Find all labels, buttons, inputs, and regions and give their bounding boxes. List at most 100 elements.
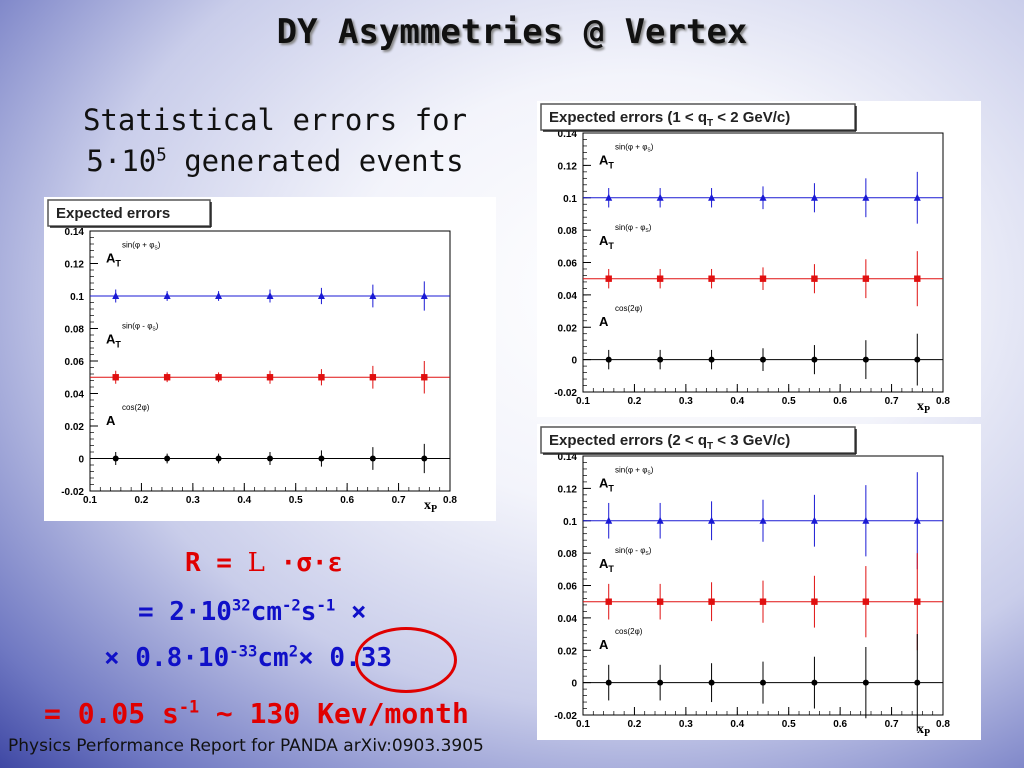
label-main: A bbox=[106, 332, 116, 347]
chart-title-box bbox=[540, 426, 856, 454]
y-tick-label: 0.02 bbox=[558, 646, 578, 657]
formula-part: s bbox=[300, 597, 317, 627]
formula-luminosity-symbol: L bbox=[247, 548, 265, 578]
data-point-square bbox=[811, 598, 818, 605]
series-label-superscript: sin(φ - φS) bbox=[615, 546, 652, 557]
chart-title-end: < 3 GeV/c) bbox=[713, 432, 790, 449]
y-tick-label: 0.14 bbox=[65, 227, 85, 238]
chart-expected-errors-qt-1-2: -0.02 0 0.02 0.04 0.06 0.08 0.1 0.12 0.14 0.1 0.2 0… bbox=[540, 103, 950, 416]
series-label: A bbox=[599, 637, 609, 652]
label-sup-text: sin(φ + φ bbox=[122, 240, 154, 249]
y-tick-label: 0.04 bbox=[65, 390, 85, 401]
y-tick-label: -0.02 bbox=[554, 711, 577, 722]
x-tick-label: 0.7 bbox=[885, 396, 899, 407]
label-sup-sub: S bbox=[647, 147, 651, 153]
x-axis-label-main: x bbox=[917, 399, 924, 414]
series-label: AT bbox=[599, 152, 614, 170]
series-label: AT bbox=[106, 332, 121, 350]
efficiency-highlight-oval bbox=[355, 627, 457, 693]
data-point-triangle bbox=[862, 193, 870, 201]
data-point-circle bbox=[164, 455, 171, 462]
formula-luminosity-value: = 2·1032cm-2s-1 × bbox=[138, 597, 367, 627]
series-label-superscript: cos(2φ) bbox=[122, 403, 150, 412]
label-sub: T bbox=[608, 241, 614, 251]
plot-qt-1-2: -0.02 0 0.02 0.04 0.06 0.08 0.1 0.12 0.14 0.1 0.2 0… bbox=[537, 101, 981, 417]
chart-title-sub: T bbox=[707, 441, 713, 452]
y-tick-label: 0.02 bbox=[558, 323, 578, 334]
data-point-triangle bbox=[810, 516, 818, 524]
series-label-superscript: sin(φ + φS) bbox=[122, 240, 161, 251]
label-main: A bbox=[106, 413, 116, 428]
formula-part: cm bbox=[250, 597, 283, 627]
x-axis-label: xP bbox=[917, 399, 930, 416]
label-sup-text: cos(2φ) bbox=[615, 304, 643, 313]
y-tick-label: 0 bbox=[571, 679, 577, 690]
label-sup-text: cos(2φ) bbox=[122, 403, 150, 412]
formula-part: × bbox=[335, 597, 367, 627]
data-point-square bbox=[862, 598, 870, 605]
formula-luminosity-rest: ·σ·ε bbox=[264, 548, 344, 578]
y-tick-label: 0 bbox=[78, 455, 84, 466]
data-point-square bbox=[369, 374, 377, 381]
data-point-triangle bbox=[708, 193, 716, 201]
plot-qt-2-3: -0.02 0 0.02 0.04 0.06 0.08 0.1 0.12 0.14 0.1 0.2 0… bbox=[537, 424, 981, 740]
plot-main: -0.02 0 0.02 0.04 0.06 0.08 0.1 0.12 0.14 0.1 0.2 0… bbox=[44, 197, 496, 521]
data-point-triangle bbox=[215, 292, 223, 299]
data-point-triangle bbox=[112, 292, 120, 299]
chart-title-text: Expected errors (2 < q bbox=[549, 432, 707, 449]
label-main: A bbox=[599, 637, 609, 652]
data-point-circle bbox=[421, 455, 428, 462]
series-label-superscript: sin(φ - φS) bbox=[122, 322, 159, 333]
label-sup-sub: S bbox=[647, 470, 651, 476]
label-sub: T bbox=[115, 340, 121, 350]
subtitle: Statistical errors for 5·105 generated e… bbox=[60, 100, 490, 182]
chart-title: Expected errors bbox=[56, 205, 170, 222]
label-sup-text: sin(φ - φ bbox=[615, 223, 645, 232]
x-tick-label: 0.4 bbox=[237, 495, 251, 506]
x-axis-label-sub: P bbox=[924, 405, 930, 416]
data-point-circle bbox=[708, 356, 715, 363]
chart-title-text: Expected errors (1 < q bbox=[549, 109, 707, 126]
data-point-triangle bbox=[862, 516, 870, 524]
label-main: A bbox=[599, 314, 609, 329]
data-point-triangle bbox=[759, 193, 767, 201]
x-axis-label-sub: P bbox=[924, 728, 930, 739]
label-sup-text: sin(φ - φ bbox=[122, 322, 152, 331]
data-point-circle bbox=[215, 455, 222, 462]
data-point-square bbox=[112, 374, 119, 381]
chart-title: Expected errors (1 < qT < 2 GeV/c) bbox=[549, 109, 790, 129]
series-label: AT bbox=[106, 250, 121, 268]
chart-title-sub: T bbox=[707, 118, 713, 129]
data-point-square bbox=[215, 374, 222, 381]
series-label-superscript: cos(2φ) bbox=[615, 627, 643, 636]
x-tick-label: 0.8 bbox=[936, 396, 950, 407]
data-point-circle bbox=[708, 679, 715, 686]
y-tick-label: 0.04 bbox=[558, 291, 578, 302]
data-point-circle bbox=[369, 455, 376, 462]
x-tick-label: 0.8 bbox=[443, 495, 457, 506]
data-point-square bbox=[318, 374, 325, 381]
formula-part: = 2·10 bbox=[138, 597, 232, 627]
formula-exp: -33 bbox=[229, 642, 258, 661]
y-tick-label: 0.1 bbox=[70, 292, 84, 303]
formula-part: = 0.05 s bbox=[44, 697, 179, 730]
formula-exp: -2 bbox=[282, 596, 301, 615]
data-point-triangle bbox=[369, 292, 377, 299]
data-point-circle bbox=[605, 356, 612, 363]
x-tick-label: 0.7 bbox=[392, 495, 406, 506]
reference-footer: Physics Performance Report for PANDA arX… bbox=[8, 736, 484, 756]
label-sup-end: ) bbox=[651, 142, 654, 151]
x-tick-label: 0.6 bbox=[833, 396, 847, 407]
data-point-square bbox=[605, 275, 612, 282]
data-point-circle bbox=[760, 356, 766, 363]
data-point-square bbox=[811, 275, 818, 282]
plot-frame bbox=[89, 230, 451, 492]
label-sup-sub: S bbox=[645, 228, 649, 234]
chart-title-text: Expected errors bbox=[56, 205, 170, 222]
x-axis-label-main: x bbox=[917, 722, 924, 737]
data-point-square bbox=[266, 374, 274, 381]
y-tick-label: 0.08 bbox=[558, 549, 578, 560]
subtitle-base: 5·10 bbox=[86, 144, 157, 178]
label-main: A bbox=[599, 233, 609, 248]
data-point-square bbox=[656, 598, 664, 605]
